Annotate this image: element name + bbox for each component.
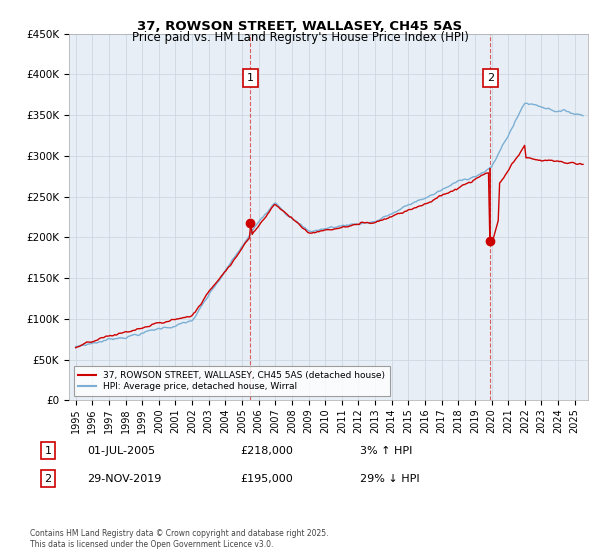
Text: £195,000: £195,000 [240,474,293,484]
Text: 3% ↑ HPI: 3% ↑ HPI [360,446,412,456]
Text: Price paid vs. HM Land Registry's House Price Index (HPI): Price paid vs. HM Land Registry's House … [131,31,469,44]
Text: Contains HM Land Registry data © Crown copyright and database right 2025.
This d: Contains HM Land Registry data © Crown c… [30,529,329,549]
Text: 37, ROWSON STREET, WALLASEY, CH45 5AS: 37, ROWSON STREET, WALLASEY, CH45 5AS [137,20,463,32]
Text: 01-JUL-2005: 01-JUL-2005 [87,446,155,456]
Text: 29-NOV-2019: 29-NOV-2019 [87,474,161,484]
Legend: 37, ROWSON STREET, WALLASEY, CH45 5AS (detached house), HPI: Average price, deta: 37, ROWSON STREET, WALLASEY, CH45 5AS (d… [74,366,390,396]
Text: 2: 2 [487,73,494,83]
Text: 1: 1 [247,73,254,83]
Text: 1: 1 [44,446,52,456]
Text: 2: 2 [44,474,52,484]
Text: 29% ↓ HPI: 29% ↓ HPI [360,474,419,484]
Text: £218,000: £218,000 [240,446,293,456]
